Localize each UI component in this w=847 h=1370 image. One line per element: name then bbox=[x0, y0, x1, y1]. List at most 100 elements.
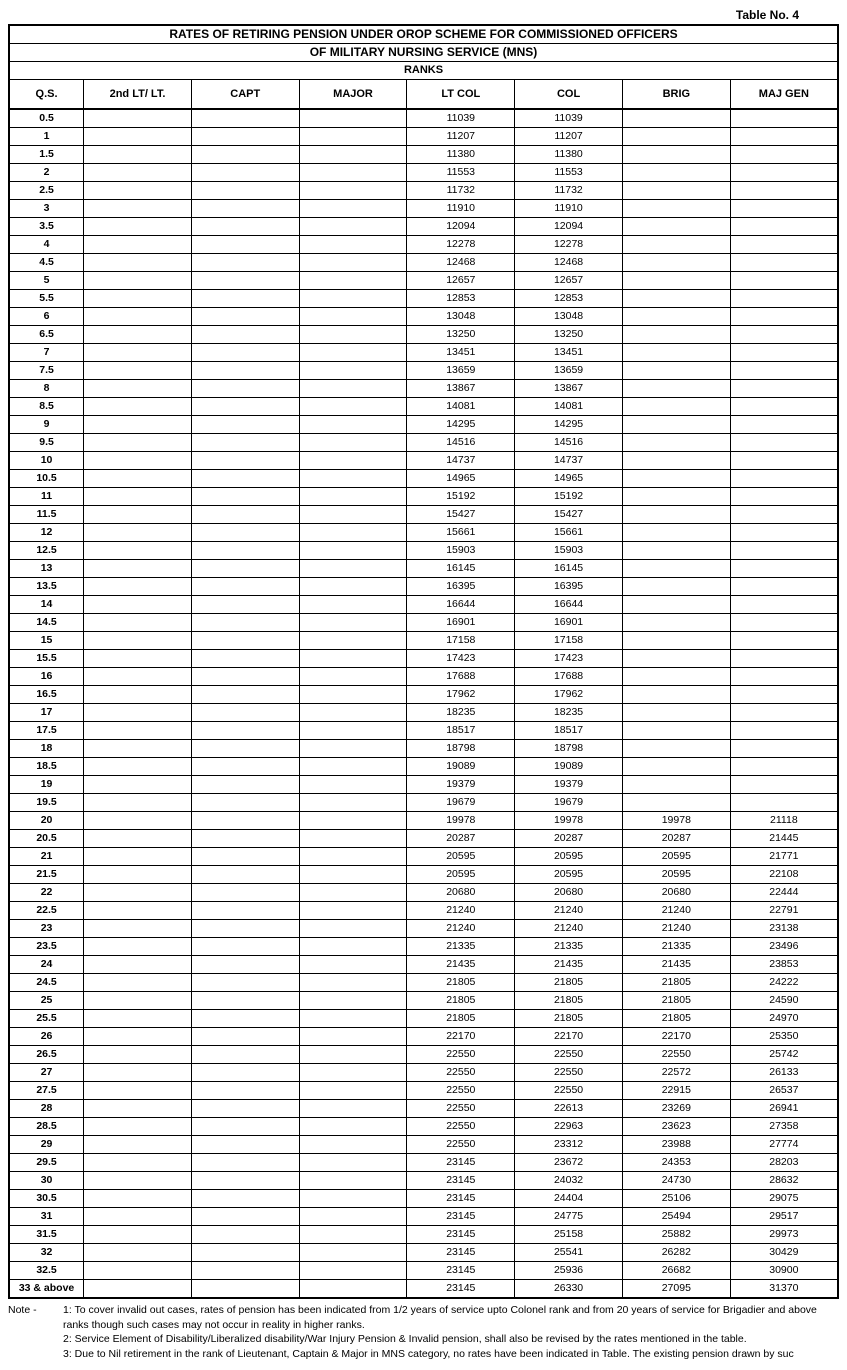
notes-section: Note - 1: To cover invalid out cases, ra… bbox=[8, 1303, 839, 1362]
cell-col: 21240 bbox=[515, 920, 623, 938]
cell-col: 19089 bbox=[515, 758, 623, 776]
col-header: LT COL bbox=[407, 80, 515, 110]
cell-col: 20595 bbox=[515, 866, 623, 884]
cell-capt bbox=[191, 488, 299, 506]
table-row: 8.51408114081 bbox=[9, 398, 838, 416]
cell-ltcol: 20595 bbox=[407, 848, 515, 866]
cell-ltcol: 11207 bbox=[407, 128, 515, 146]
table-row: 10.51496514965 bbox=[9, 470, 838, 488]
cell-col: 14081 bbox=[515, 398, 623, 416]
cell-ltcol: 14737 bbox=[407, 452, 515, 470]
cell-lt bbox=[84, 488, 192, 506]
table-row: 2521805218052180524590 bbox=[9, 992, 838, 1010]
cell-capt bbox=[191, 362, 299, 380]
cell-brig bbox=[622, 542, 730, 560]
cell-qs: 15 bbox=[9, 632, 84, 650]
cell-capt bbox=[191, 128, 299, 146]
cell-col: 21240 bbox=[515, 902, 623, 920]
cell-col: 20595 bbox=[515, 848, 623, 866]
cell-lt bbox=[84, 1262, 192, 1280]
table-row: 51265712657 bbox=[9, 272, 838, 290]
cell-col: 14737 bbox=[515, 452, 623, 470]
cell-ltcol: 21240 bbox=[407, 902, 515, 920]
cell-col: 21805 bbox=[515, 974, 623, 992]
cell-lt bbox=[84, 470, 192, 488]
cell-mg bbox=[730, 362, 838, 380]
cell-col: 12853 bbox=[515, 290, 623, 308]
cell-qs: 31 bbox=[9, 1208, 84, 1226]
cell-col: 17423 bbox=[515, 650, 623, 668]
cell-lt bbox=[84, 1100, 192, 1118]
cell-mg bbox=[730, 218, 838, 236]
cell-brig bbox=[622, 272, 730, 290]
cell-maj bbox=[299, 254, 407, 272]
cell-mg bbox=[730, 650, 838, 668]
cell-brig bbox=[622, 109, 730, 128]
col-header: COL bbox=[515, 80, 623, 110]
cell-maj bbox=[299, 398, 407, 416]
cell-mg bbox=[730, 182, 838, 200]
cell-mg bbox=[730, 470, 838, 488]
cell-brig: 21335 bbox=[622, 938, 730, 956]
cell-col: 11553 bbox=[515, 164, 623, 182]
cell-ltcol: 18517 bbox=[407, 722, 515, 740]
cell-ltcol: 23145 bbox=[407, 1280, 515, 1299]
cell-maj bbox=[299, 218, 407, 236]
cell-lt bbox=[84, 200, 192, 218]
table-row: 131614516145 bbox=[9, 560, 838, 578]
cell-mg bbox=[730, 740, 838, 758]
cell-brig: 20595 bbox=[622, 848, 730, 866]
cell-mg: 25742 bbox=[730, 1046, 838, 1064]
cell-capt bbox=[191, 164, 299, 182]
table-row: 17.51851718517 bbox=[9, 722, 838, 740]
cell-mg bbox=[730, 398, 838, 416]
cell-qs: 13.5 bbox=[9, 578, 84, 596]
cell-capt bbox=[191, 1028, 299, 1046]
cell-ltcol: 11732 bbox=[407, 182, 515, 200]
cell-col: 24032 bbox=[515, 1172, 623, 1190]
cell-maj bbox=[299, 992, 407, 1010]
cell-brig: 22170 bbox=[622, 1028, 730, 1046]
cell-maj bbox=[299, 1100, 407, 1118]
cell-brig: 21805 bbox=[622, 1010, 730, 1028]
cell-brig bbox=[622, 560, 730, 578]
cell-maj bbox=[299, 380, 407, 398]
cell-col: 11732 bbox=[515, 182, 623, 200]
table-row: 3.51209412094 bbox=[9, 218, 838, 236]
cell-maj bbox=[299, 128, 407, 146]
cell-capt bbox=[191, 1064, 299, 1082]
cell-maj bbox=[299, 1226, 407, 1244]
cell-mg: 28632 bbox=[730, 1172, 838, 1190]
cell-capt bbox=[191, 1244, 299, 1262]
cell-lt bbox=[84, 704, 192, 722]
cell-mg bbox=[730, 506, 838, 524]
cell-lt bbox=[84, 380, 192, 398]
cell-ltcol: 14081 bbox=[407, 398, 515, 416]
col-header: BRIG bbox=[622, 80, 730, 110]
cell-capt bbox=[191, 1154, 299, 1172]
cell-ltcol: 19089 bbox=[407, 758, 515, 776]
cell-maj bbox=[299, 560, 407, 578]
cell-capt bbox=[191, 146, 299, 164]
cell-mg bbox=[730, 164, 838, 182]
cell-col: 22963 bbox=[515, 1118, 623, 1136]
cell-ltcol: 19379 bbox=[407, 776, 515, 794]
cell-lt bbox=[84, 416, 192, 434]
cell-col: 11910 bbox=[515, 200, 623, 218]
cell-lt bbox=[84, 362, 192, 380]
cell-ltcol: 15661 bbox=[407, 524, 515, 542]
cell-qs: 7.5 bbox=[9, 362, 84, 380]
cell-ltcol: 14965 bbox=[407, 470, 515, 488]
note-1: 1: To cover invalid out cases, rates of … bbox=[63, 1303, 839, 1332]
cell-col: 25158 bbox=[515, 1226, 623, 1244]
cell-capt bbox=[191, 1136, 299, 1154]
cell-ltcol: 15192 bbox=[407, 488, 515, 506]
cell-col: 25936 bbox=[515, 1262, 623, 1280]
cell-col: 16901 bbox=[515, 614, 623, 632]
table-row: 2220680206802068022444 bbox=[9, 884, 838, 902]
cell-mg bbox=[730, 632, 838, 650]
cell-mg: 23853 bbox=[730, 956, 838, 974]
cell-maj bbox=[299, 1082, 407, 1100]
cell-qs: 3 bbox=[9, 200, 84, 218]
table-row: 2922550233122398827774 bbox=[9, 1136, 838, 1154]
